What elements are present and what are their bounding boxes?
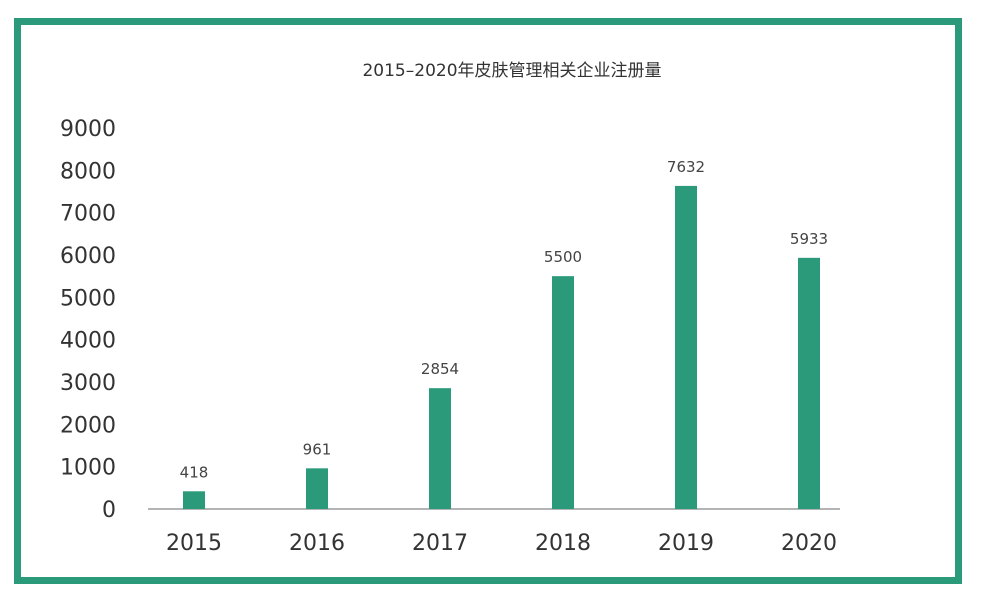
bar-2017 [429, 388, 451, 509]
bar-2015 [183, 491, 205, 509]
y-tick-label: 8000 [60, 159, 116, 184]
data-label-2018: 5500 [544, 248, 582, 266]
bar-2018 [552, 276, 574, 509]
bars-group [183, 185, 820, 510]
y-tick-label: 0 [102, 498, 116, 523]
data-label-2016: 961 [303, 440, 332, 458]
x-tick-label-2015: 2015 [166, 531, 222, 556]
y-tick-label: 1000 [60, 456, 116, 481]
bar-2020 [798, 257, 820, 509]
bar-2016 [306, 468, 328, 509]
data-label-2015: 418 [180, 463, 209, 481]
bar-2019 [675, 185, 697, 510]
y-tick-label: 4000 [60, 329, 116, 354]
y-tick-label: 6000 [60, 244, 116, 269]
y-tick-label: 9000 [60, 117, 116, 142]
x-axis-ticks: 2015 2016 2017 2018 2019 2020 [166, 531, 837, 556]
y-tick-label: 5000 [60, 286, 116, 311]
y-tick-label: 3000 [60, 371, 116, 396]
x-tick-label-2020: 2020 [781, 531, 837, 556]
x-tick-label-2018: 2018 [535, 531, 591, 556]
data-label-2017: 2854 [421, 360, 459, 378]
data-labels-group: 418 961 2854 5500 7632 5933 [180, 158, 828, 481]
x-tick-label-2017: 2017 [412, 531, 468, 556]
x-tick-label-2019: 2019 [658, 531, 714, 556]
data-label-2020: 5933 [790, 230, 828, 248]
y-tick-label: 7000 [60, 202, 116, 227]
data-label-2019: 7632 [667, 158, 705, 176]
chart-title: 2015–2020年皮肤管理相关企业注册量 [362, 61, 661, 81]
x-tick-label-2016: 2016 [289, 531, 345, 556]
y-tick-label: 2000 [60, 413, 116, 438]
y-axis-ticks: 0 1000 2000 3000 4000 5000 6000 7000 8000 9000 [60, 117, 116, 523]
